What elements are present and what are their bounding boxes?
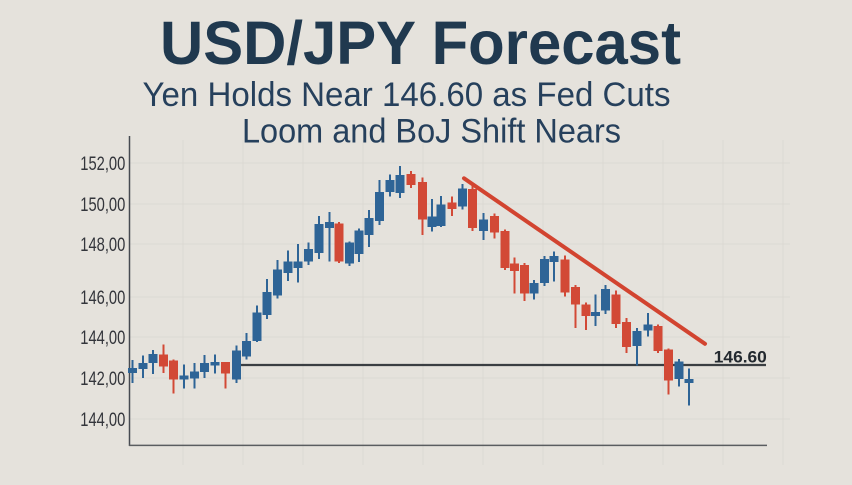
- svg-text:USD/JPY Forecast: USD/JPY Forecast: [160, 9, 681, 77]
- svg-text:152,00: 152,00: [80, 154, 125, 175]
- svg-text:144,00: 144,00: [80, 410, 125, 431]
- svg-text:150,00: 150,00: [80, 195, 125, 216]
- svg-text:Loom and BoJ Shift Nears: Loom and BoJ Shift Nears: [242, 112, 621, 150]
- svg-text:146.60: 146.60: [714, 347, 767, 366]
- svg-text:142,00: 142,00: [80, 369, 125, 390]
- svg-text:148,00: 148,00: [80, 235, 125, 256]
- svg-text:Yen Holds Near 146.60 as Fed C: Yen Holds Near 146.60 as Fed Cuts: [143, 76, 671, 114]
- svg-text:144,00: 144,00: [80, 328, 125, 349]
- svg-text:146,00: 146,00: [80, 288, 125, 309]
